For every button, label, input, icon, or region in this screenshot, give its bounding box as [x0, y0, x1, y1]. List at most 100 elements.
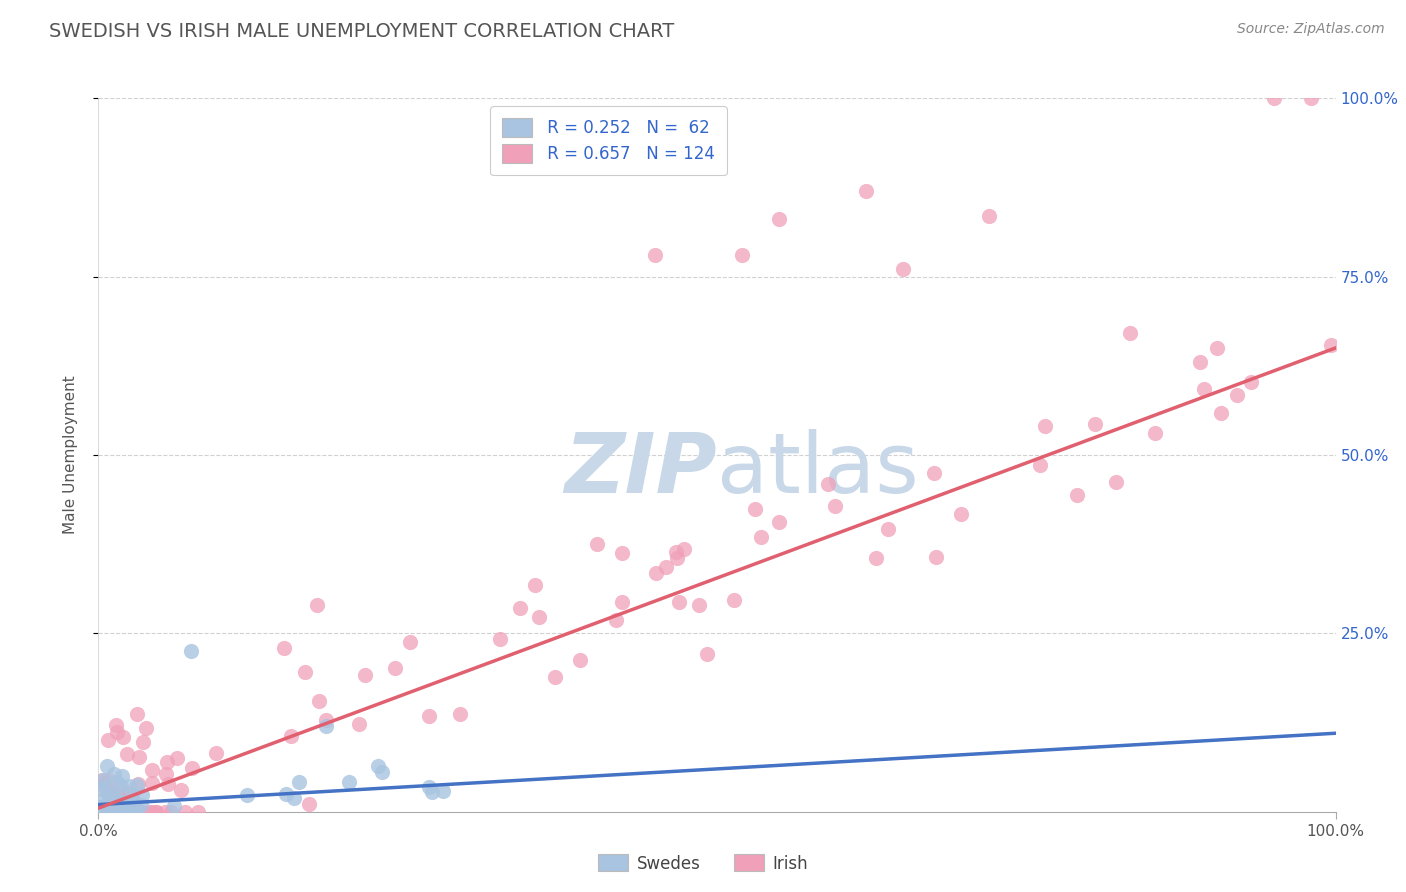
Point	[568, 653, 591, 667]
Point	[117, 802, 139, 816]
Point	[91, 777, 114, 791]
Point	[111, 805, 134, 819]
Point	[1066, 488, 1088, 502]
Point	[97, 733, 120, 747]
Text: Source: ZipAtlas.com: Source: ZipAtlas.com	[1237, 22, 1385, 37]
Point	[655, 560, 678, 574]
Point	[307, 598, 329, 612]
Point	[103, 767, 125, 781]
Point	[93, 803, 115, 817]
Point	[87, 799, 110, 814]
Text: ZIP: ZIP	[564, 429, 717, 509]
Point	[108, 781, 131, 796]
Point	[98, 796, 121, 810]
Point	[159, 805, 181, 819]
Y-axis label: Male Unemployment: Male Unemployment	[63, 376, 77, 534]
Point	[1263, 91, 1285, 105]
Point	[731, 248, 754, 262]
Point	[280, 729, 302, 743]
Point	[205, 746, 228, 760]
Point	[89, 805, 111, 819]
Point	[298, 797, 321, 811]
Point	[128, 805, 150, 819]
Point	[585, 537, 607, 551]
Point	[128, 749, 150, 764]
Point	[865, 551, 887, 566]
Point	[105, 775, 128, 789]
Point	[135, 721, 157, 735]
Point	[112, 801, 135, 815]
Point	[91, 772, 114, 787]
Point	[98, 783, 121, 797]
Point	[111, 793, 134, 807]
Point	[163, 798, 186, 813]
Point	[132, 735, 155, 749]
Point	[509, 601, 531, 615]
Point	[449, 706, 471, 721]
Point	[132, 805, 155, 819]
Point	[156, 756, 179, 770]
Point	[112, 803, 135, 817]
Point	[125, 706, 148, 721]
Point	[121, 794, 143, 808]
Point	[180, 644, 202, 658]
Point	[768, 515, 790, 529]
Point	[384, 661, 406, 675]
Point	[744, 501, 766, 516]
Point	[1143, 425, 1166, 440]
Point	[876, 522, 898, 536]
Point	[115, 805, 138, 819]
Point	[93, 800, 115, 814]
Point	[1029, 458, 1052, 472]
Point	[112, 805, 135, 819]
Point	[100, 805, 122, 819]
Point	[145, 805, 167, 819]
Point	[125, 800, 148, 814]
Point	[166, 750, 188, 764]
Point	[112, 805, 135, 819]
Point	[1240, 375, 1263, 389]
Point	[288, 774, 311, 789]
Point	[98, 803, 121, 817]
Point	[418, 780, 440, 795]
Point	[1188, 355, 1211, 369]
Point	[121, 789, 143, 803]
Point	[96, 759, 118, 773]
Point	[949, 507, 972, 521]
Point	[93, 803, 115, 817]
Point	[121, 805, 143, 819]
Point	[668, 595, 690, 609]
Point	[367, 759, 389, 773]
Point	[101, 805, 124, 819]
Point	[110, 803, 132, 817]
Point	[108, 794, 131, 808]
Point	[141, 776, 163, 790]
Point	[1033, 419, 1056, 434]
Point	[1211, 405, 1233, 419]
Point	[294, 665, 316, 679]
Point	[1118, 326, 1140, 340]
Point	[87, 800, 110, 814]
Point	[112, 805, 135, 819]
Point	[101, 803, 124, 817]
Point	[87, 804, 110, 818]
Point	[308, 694, 330, 708]
Point	[605, 614, 627, 628]
Point	[610, 595, 633, 609]
Point	[824, 500, 846, 514]
Point	[129, 798, 152, 813]
Point	[817, 477, 839, 491]
Point	[644, 566, 666, 580]
Point	[97, 796, 120, 810]
Point	[139, 805, 162, 819]
Point	[96, 803, 118, 817]
Point	[90, 782, 112, 797]
Point	[488, 632, 510, 646]
Point	[349, 716, 371, 731]
Point	[1226, 387, 1249, 401]
Point	[110, 779, 132, 793]
Point	[315, 713, 337, 727]
Point	[87, 794, 110, 808]
Point	[174, 805, 197, 819]
Point	[399, 634, 422, 648]
